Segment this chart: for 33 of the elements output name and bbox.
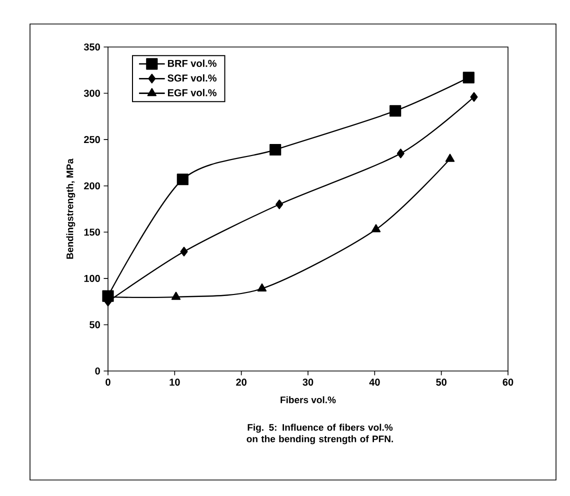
caption: Fig. 5: Influence of fibers vol.% on the bending strength of PFN. — [246, 424, 393, 444]
x-axis-title: Fibers vol.% — [280, 396, 336, 404]
point — [257, 283, 267, 292]
x-tick-label: 20 — [236, 378, 246, 386]
point — [171, 292, 181, 300]
y-tick-label: 250 — [84, 136, 100, 144]
point — [390, 105, 402, 117]
point — [180, 246, 188, 256]
x-tick-label: 30 — [302, 378, 314, 386]
point — [470, 92, 478, 102]
x-tick-label: 50 — [436, 378, 446, 386]
point — [276, 200, 284, 210]
y-tick-label: 200 — [84, 182, 100, 190]
point — [396, 148, 404, 158]
y-tick-label: 100 — [84, 274, 100, 282]
y-tick-label: 300 — [84, 90, 100, 97]
legend-label: SGF vol.% — [168, 74, 216, 82]
x-tick-label: 10 — [170, 378, 180, 386]
point — [176, 174, 188, 186]
x-tick-label: 40 — [369, 378, 380, 386]
y-tick-label: 50 — [90, 321, 100, 328]
point — [462, 72, 474, 84]
y-tick-label: 150 — [84, 228, 100, 236]
legend-label: BRF vol.% — [168, 60, 216, 67]
point — [270, 144, 282, 156]
x-tick-label: 60 — [502, 378, 514, 386]
x-tick-label: 0 — [106, 378, 110, 386]
y-tick-label: 0 — [95, 367, 100, 375]
point — [371, 224, 381, 232]
y-axis-title: Bendingstrength, MPa — [66, 158, 76, 259]
legend-label: EGF vol.% — [168, 88, 216, 96]
point — [445, 154, 455, 162]
y-tick-label: 350 — [84, 43, 100, 51]
